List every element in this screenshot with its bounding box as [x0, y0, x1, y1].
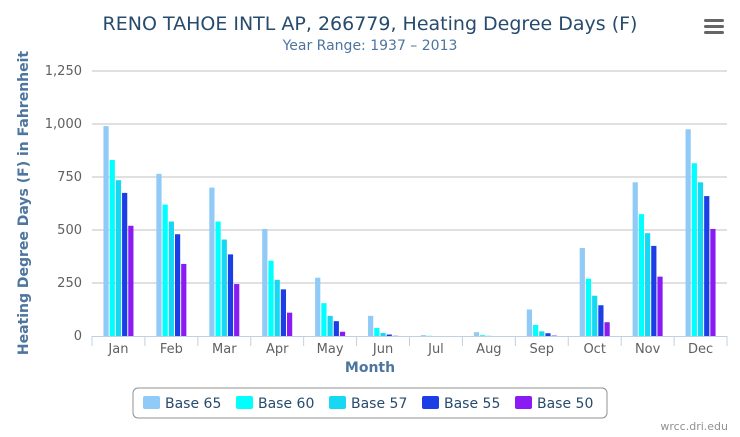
x-tick-label: May — [317, 342, 344, 357]
legend-label[interactable]: Base 50 — [537, 396, 593, 412]
bar-base-65-feb[interactable] — [156, 173, 162, 336]
y-tick-label: 500 — [57, 223, 82, 238]
legend-item[interactable]: Base 60 — [236, 396, 314, 412]
chart-subtitle: Year Range: 1937 – 2013 — [282, 38, 458, 54]
bar-base-55-may[interactable] — [333, 321, 339, 336]
chart-title: RENO TAHOE INTL AP, 266779, Heating Degr… — [103, 13, 638, 35]
x-tick-label: Oct — [583, 342, 605, 357]
x-tick-label: Apr — [266, 342, 289, 357]
bar-base-60-sep[interactable] — [532, 324, 539, 336]
x-tick-label: Mar — [212, 342, 237, 357]
y-tick-label: 1,000 — [45, 117, 82, 132]
y-tick-label: 0 — [74, 329, 82, 344]
legend-label[interactable]: Base 65 — [165, 396, 221, 412]
bar-base-60-jan[interactable] — [109, 160, 115, 336]
bar-base-57-jun[interactable] — [380, 333, 386, 336]
bar-base-60-dec[interactable] — [691, 163, 697, 336]
bar-base-65-nov[interactable] — [632, 182, 638, 336]
legend-swatch[interactable] — [143, 396, 160, 409]
bar-base-50-jan[interactable] — [128, 225, 134, 336]
x-tick-label: Nov — [635, 342, 661, 357]
legend-item[interactable]: Base 65 — [143, 396, 221, 412]
y-tick-label: 1,250 — [45, 64, 82, 79]
bar-base-55-jun[interactable] — [386, 334, 392, 336]
x-tick-label: Jan — [107, 342, 128, 357]
bar-base-57-apr[interactable] — [274, 279, 280, 336]
bar-base-65-dec[interactable] — [685, 129, 691, 336]
bar-base-55-sep[interactable] — [545, 333, 551, 336]
bar-base-60-aug[interactable] — [480, 335, 486, 336]
bar-base-65-jun[interactable] — [368, 315, 374, 336]
legend: Base 65 Base 60 Base 57 Base 55 Base 50 — [132, 387, 608, 419]
x-tick-label: Aug — [476, 342, 501, 357]
bar-base-55-dec[interactable] — [704, 196, 710, 336]
bar-base-57-mar[interactable] — [221, 239, 227, 336]
y-tick-label: 750 — [57, 170, 82, 185]
bar-base-65-jul[interactable] — [420, 335, 427, 336]
bar-base-55-mar[interactable] — [227, 254, 234, 336]
bar-base-60-feb[interactable] — [162, 204, 168, 336]
bar-base-50-nov[interactable] — [657, 276, 663, 336]
bar-base-60-may[interactable] — [321, 303, 327, 336]
bar-base-57-sep[interactable] — [539, 331, 545, 336]
bar-base-50-oct[interactable] — [604, 322, 610, 336]
bars — [103, 126, 716, 337]
legend-label[interactable]: Base 60 — [258, 396, 314, 412]
bar-base-65-mar[interactable] — [209, 187, 215, 336]
bar-base-55-jan[interactable] — [122, 192, 128, 336]
menu-button[interactable] — [698, 12, 728, 40]
bar-base-50-dec[interactable] — [710, 228, 716, 336]
legend-swatch[interactable] — [422, 396, 439, 409]
legend-item[interactable]: Base 55 — [422, 396, 500, 412]
bar-base-50-mar[interactable] — [234, 284, 240, 336]
x-tick-label: Dec — [688, 342, 713, 357]
y-tick-label: 250 — [57, 276, 82, 291]
bar-base-60-mar[interactable] — [215, 221, 221, 336]
bar-base-65-aug[interactable] — [473, 332, 480, 336]
x-axis: Jan Feb Mar Apr May Jun Jul Aug Sep Oct Nov Dec — [91, 336, 728, 357]
bar-base-55-oct[interactable] — [598, 305, 604, 336]
x-tick-label: Jul — [427, 342, 444, 357]
credit-text[interactable]: wrcc.dri.edu — [660, 420, 728, 433]
bar-base-55-feb[interactable] — [174, 234, 181, 336]
bar-base-57-nov[interactable] — [645, 233, 651, 336]
legend-label[interactable]: Base 57 — [351, 396, 407, 412]
y-axis-title: Heating Degree Days (F) in Fahrenheit — [16, 51, 32, 356]
legend-box — [132, 387, 608, 419]
legend-item[interactable]: Base 50 — [515, 396, 593, 412]
legend-swatch[interactable] — [515, 396, 532, 409]
legend-item[interactable]: Base 57 — [329, 396, 407, 412]
bar-base-55-nov[interactable] — [651, 245, 657, 336]
bar-base-50-feb[interactable] — [181, 263, 187, 336]
bar-base-55-apr[interactable] — [280, 289, 287, 336]
bar-base-60-jun[interactable] — [374, 327, 380, 336]
bar-base-65-oct[interactable] — [579, 248, 585, 336]
bar-base-60-nov[interactable] — [638, 214, 645, 336]
gridlines — [92, 70, 727, 284]
bar-base-57-may[interactable] — [327, 315, 333, 336]
x-tick-label: Sep — [530, 342, 555, 357]
bar-base-57-feb[interactable] — [168, 221, 174, 336]
legend-swatch[interactable] — [329, 396, 346, 409]
bar-base-60-apr[interactable] — [268, 260, 274, 336]
bar-base-60-oct[interactable] — [585, 278, 592, 336]
bar-base-65-may[interactable] — [315, 277, 321, 336]
hamburger-menu-icon[interactable] — [704, 19, 724, 34]
legend-label[interactable]: Base 55 — [444, 396, 500, 412]
bar-base-57-oct[interactable] — [592, 295, 598, 336]
x-axis-title: Month — [345, 360, 395, 376]
x-tick-label: Jun — [372, 342, 393, 357]
bar-base-65-apr[interactable] — [262, 228, 268, 336]
bar-base-57-jan[interactable] — [115, 180, 122, 336]
legend-swatch[interactable] — [236, 396, 253, 409]
bar-base-50-apr[interactable] — [287, 312, 293, 336]
bar-base-65-jan[interactable] — [103, 126, 109, 337]
bar-base-57-dec[interactable] — [697, 182, 704, 336]
bar-base-65-sep[interactable] — [526, 309, 532, 337]
bar-base-50-may[interactable] — [339, 331, 346, 336]
y-axis-ticks: 0 250 500 750 1,000 1,250 — [45, 64, 82, 344]
x-tick-label: Feb — [160, 342, 183, 357]
